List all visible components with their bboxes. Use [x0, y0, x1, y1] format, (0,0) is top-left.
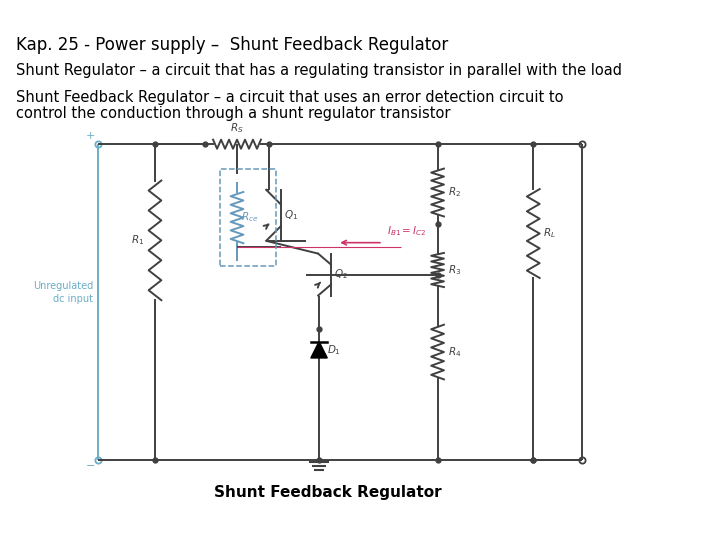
Text: $R_S$: $R_S$	[230, 122, 244, 135]
Text: Unregulated
dc input: Unregulated dc input	[32, 281, 93, 305]
Polygon shape	[311, 342, 328, 358]
Text: $R_4$: $R_4$	[448, 345, 461, 359]
Text: $R_3$: $R_3$	[448, 263, 461, 277]
Text: $D_1$: $D_1$	[328, 343, 341, 356]
Text: $Q_1$: $Q_1$	[284, 208, 297, 222]
Text: Shunt Regulator – a circuit that has a regulating transistor in parallel with th: Shunt Regulator – a circuit that has a r…	[17, 63, 622, 78]
Text: $R_L$: $R_L$	[544, 227, 556, 240]
Text: +: +	[86, 131, 95, 140]
Text: $R_1$: $R_1$	[131, 233, 144, 247]
Text: Shunt Feedback Regulator: Shunt Feedback Regulator	[215, 485, 442, 500]
Text: $Q_2$: $Q_2$	[333, 268, 348, 281]
Text: $R_{ce}$: $R_{ce}$	[240, 211, 258, 225]
Text: Kap. 25 - Power supply –  Shunt Feedback Regulator: Kap. 25 - Power supply – Shunt Feedback …	[17, 36, 449, 53]
Text: control the conduction through a shunt regulator transistor: control the conduction through a shunt r…	[17, 106, 451, 121]
Text: $I_{B1} = I_{C2}$: $I_{B1} = I_{C2}$	[387, 224, 427, 238]
Text: −: −	[86, 462, 95, 471]
Text: Shunt Feedback Regulator – a circuit that uses an error detection circuit to: Shunt Feedback Regulator – a circuit tha…	[17, 90, 564, 105]
Text: $R_2$: $R_2$	[448, 186, 461, 199]
